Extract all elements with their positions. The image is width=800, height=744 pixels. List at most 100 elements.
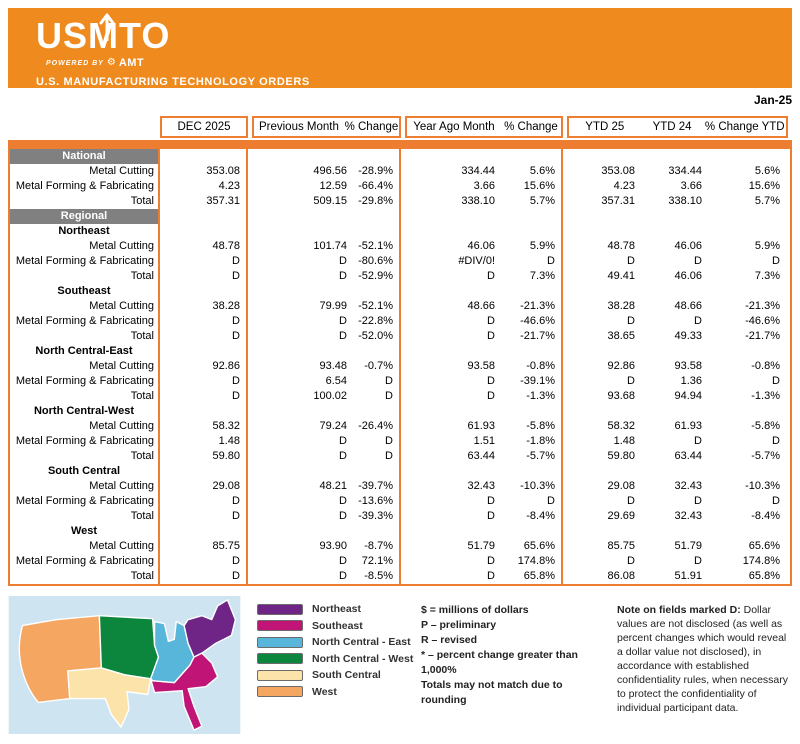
table-cell: 85.75 (160, 539, 248, 554)
table-cell: 92.86 (607, 360, 635, 372)
footnote-line: $ = millions of dollars (421, 604, 529, 616)
table-cell: D (694, 495, 702, 507)
legend-label: North Central - West (312, 652, 414, 665)
table-cell: 46.06 (467, 240, 495, 252)
table-cell: D (339, 495, 347, 507)
header-group-year-ago: Year Ago Month % Change (405, 116, 563, 138)
table-cell: 6.54 (325, 375, 347, 387)
table-cell: 65.6% (748, 540, 780, 552)
table-cell: 101.74 (313, 240, 347, 252)
table-cell: 93.58 (674, 360, 702, 372)
table-cell: 51.91 (674, 570, 702, 582)
table-cell (501, 464, 563, 479)
table-cell: -13.6% (353, 494, 401, 509)
table-cell (708, 344, 786, 359)
table-cell (641, 464, 708, 479)
table-cell: 5.6% (501, 164, 563, 179)
table-cell (708, 464, 786, 479)
table-cell: 174.8% (501, 554, 563, 569)
table-cell (401, 524, 501, 539)
table-header-row: DEC 2025 Previous Month % Change Year Ag… (8, 116, 792, 138)
table-cell: 65.8% (748, 570, 780, 582)
table-cell: 338.10 (668, 195, 702, 207)
table-cell: 357.31 (160, 194, 248, 209)
us-regions-map (8, 596, 241, 734)
row-label: Metal Forming & Fabricating (10, 554, 160, 569)
table-cell (248, 464, 353, 479)
section-band-row: Regional (10, 209, 790, 224)
table-row: Total D 100.02 D D -1.3% 93.68 94.94 -1.3% (10, 389, 790, 404)
table-cell: 32.43 (674, 480, 702, 492)
table-cell: D (339, 315, 347, 327)
legend-label: South Central (312, 669, 381, 681)
region-label: Southeast (10, 284, 160, 299)
table-cell: D (339, 555, 347, 567)
table-cell: 48.66 (467, 300, 495, 312)
table-cell: -52.9% (353, 269, 401, 284)
table-cell (401, 404, 501, 419)
table-cell (501, 404, 563, 419)
map-region-south-central (67, 667, 152, 728)
header-spacer (8, 116, 160, 138)
table-cell (501, 209, 563, 224)
table-row: Metal Cutting 92.86 93.48 -0.7% 93.58 -0.8% 92… (10, 359, 790, 374)
table-cell: D (694, 435, 702, 447)
table-cell: D (339, 450, 347, 462)
table-cell: D (487, 555, 495, 567)
region-label: South Central (10, 464, 160, 479)
table-cell: -5.8% (501, 419, 563, 434)
header-banner: USMTO POWERED BY ⚙ AMT U.S. MANUFACTURIN… (8, 8, 792, 88)
table-row: Metal Forming & Fabricating D 6.54 D D -39.1%… (10, 374, 790, 389)
table-cell: 49.33 (674, 330, 702, 342)
table-cell (563, 224, 641, 239)
table-cell (501, 224, 563, 239)
table-cell: -21.7% (501, 329, 563, 344)
section-band-row: National (10, 149, 790, 164)
table-cell: 93.68 (607, 390, 635, 402)
table-cell: D (487, 375, 495, 387)
table-cell: 59.80 (160, 449, 248, 464)
table-cell: 58.32 (160, 419, 248, 434)
table-cell (160, 149, 248, 164)
column-header: % Change YTD (704, 121, 785, 133)
table-cell: 1.48 (160, 434, 248, 449)
table-cell: 100.02 (313, 390, 347, 402)
region-legend: Northeast Southeast North Central - East No… (257, 596, 415, 702)
row-label: Metal Cutting (10, 239, 160, 254)
table-cell (501, 524, 563, 539)
table-cell: -39.3% (353, 509, 401, 524)
table-cell (641, 404, 708, 419)
table-cell: D (160, 569, 248, 584)
table-cell (641, 284, 708, 299)
table-cell: 5.7% (754, 195, 780, 207)
disclosure-note: Note on fields marked D: Dollar values a… (617, 596, 792, 715)
table-cell (563, 464, 641, 479)
table-cell: -39.1% (501, 374, 563, 389)
table-cell: 63.44 (674, 450, 702, 462)
legend-item: South Central (257, 669, 415, 681)
table-cell (353, 284, 401, 299)
row-label: Metal Cutting (10, 479, 160, 494)
row-label: Metal Cutting (10, 419, 160, 434)
table-cell (353, 149, 401, 164)
table-cell: 38.65 (607, 330, 635, 342)
table-row: Metal Forming & Fabricating D D 72.1% D 174.8… (10, 554, 790, 569)
column-header: Year Ago Month (413, 121, 495, 133)
footnote-line: R – revised (421, 634, 478, 646)
table-cell (160, 224, 248, 239)
region-name-row: North Central-West (10, 404, 790, 419)
table-cell: 38.28 (160, 299, 248, 314)
table-cell: D (487, 270, 495, 282)
table-cell: 65.6% (501, 539, 563, 554)
table-row: Metal Cutting 353.08 496.56 -28.9% 334.44 5.6… (10, 164, 790, 179)
column-header: YTD 24 (652, 121, 692, 133)
table-cell (563, 404, 641, 419)
table-row: Metal Cutting 85.75 93.90 -8.7% 51.79 65.6% 85… (10, 539, 790, 554)
table-cell: 15.6% (501, 179, 563, 194)
table-cell: 46.06 (674, 270, 702, 282)
table-row: Total D D -52.0% D -21.7% 38.65 49.33 -21.7% (10, 329, 790, 344)
table-cell (353, 344, 401, 359)
table-cell (248, 524, 353, 539)
table-cell (248, 224, 353, 239)
table-cell: D (772, 495, 780, 507)
